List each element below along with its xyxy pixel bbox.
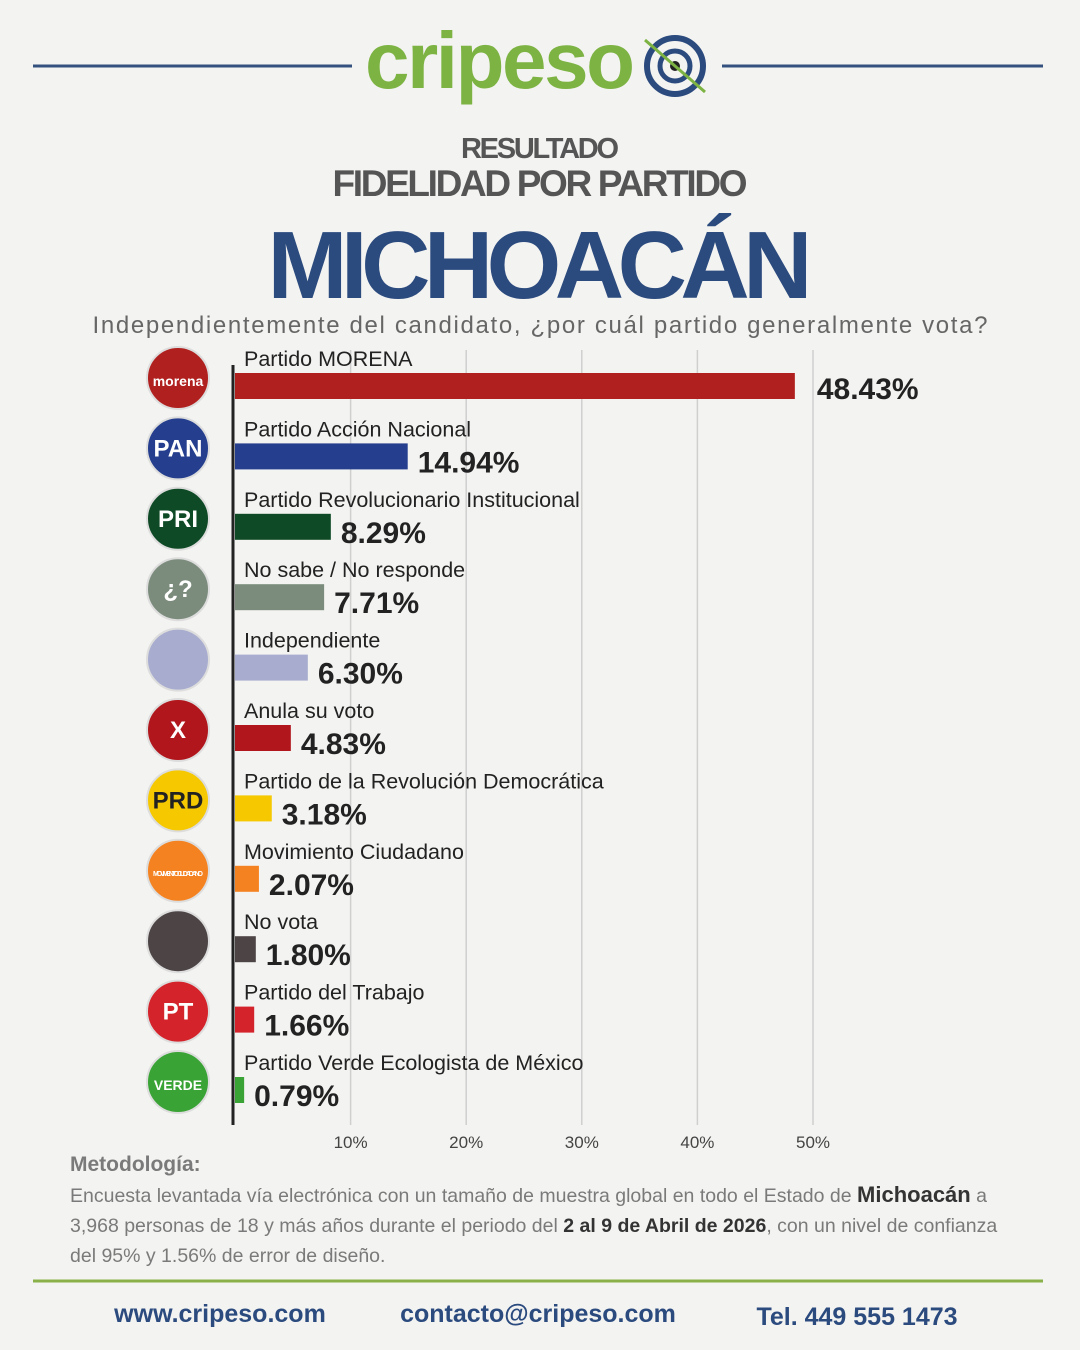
category-label: Anula su voto (244, 699, 374, 723)
logo-target (644, 35, 706, 97)
icon-label: PAN (154, 435, 203, 462)
value-label: 3.18% (282, 798, 367, 831)
value-label: 8.29% (341, 517, 426, 550)
icon-circle (146, 416, 210, 481)
bar (235, 513, 331, 540)
value-label: 14.94% (418, 446, 520, 479)
party-icon: PT (146, 979, 210, 1044)
party-icon: MOVIMIENTO CIUDADANO (146, 838, 210, 903)
subtitle: FIDELIDAD POR PARTIDO (333, 163, 748, 204)
bar (235, 654, 308, 681)
icon-label: PRI (158, 506, 198, 533)
category-label: No sabe / No responde (244, 558, 465, 582)
category-label: Movimiento Ciudadano (244, 840, 464, 864)
party-icon (146, 909, 210, 974)
icon-circle (146, 486, 210, 551)
methodology-text: Michoacán (857, 1182, 971, 1207)
value-label: 48.43% (817, 373, 919, 406)
bar (235, 865, 259, 892)
party-icon: PAN (146, 416, 210, 481)
icon-circle (146, 698, 210, 762)
methodology: Metodología: Encuesta levantada vía elec… (70, 1150, 1020, 1271)
icon-circle (146, 346, 210, 410)
value-label: 1.66% (264, 1010, 349, 1043)
bar (235, 795, 272, 822)
party-icon: PRD (146, 768, 210, 833)
value-label: 2.07% (269, 869, 354, 902)
methodology-text: , con un nivel de confianza del 95% y 1.… (70, 1215, 998, 1267)
value-label: 7.71% (334, 587, 419, 620)
icon-label: morena (153, 373, 204, 389)
bar (235, 373, 795, 399)
x-tick-label: 10% (334, 1133, 368, 1152)
icon-label: X (170, 717, 186, 744)
category-label: Partido MORENA (244, 347, 413, 371)
icon-label: PT (163, 999, 194, 1026)
category-label: Partido Acción Nacional (244, 417, 471, 441)
methodology-text: a 3,968 personas de 18 y más años durant… (70, 1185, 987, 1237)
party-icon: ¿? (146, 557, 210, 622)
party-icon: X (146, 698, 210, 762)
bar (235, 1006, 255, 1033)
bar (235, 936, 256, 963)
icon-circle (146, 838, 210, 903)
party-icon (146, 627, 210, 692)
x-tick-label: 30% (565, 1133, 599, 1152)
value-label: 1.80% (266, 939, 351, 972)
icon-label: MOVIMIENTO CIUDADANO (153, 871, 204, 878)
bar (235, 443, 408, 470)
methodology-text: 2 al 9 de Abril de 2026 (563, 1215, 767, 1237)
icon-circle (146, 768, 210, 833)
footer-email: contacto@cripeso.com (400, 1300, 676, 1328)
category-label: No vota (244, 910, 318, 934)
value-label: 0.79% (254, 1080, 339, 1113)
kicker: RESULTADO (461, 133, 619, 165)
question: Independientemente del candidato, ¿por c… (93, 312, 988, 339)
party-icon: morena (146, 346, 210, 410)
x-tick-label: 20% (449, 1133, 483, 1152)
methodology-title: Metodología: (70, 1153, 201, 1176)
title: MICHOACÁN (268, 212, 813, 319)
category-label: Partido Revolucionario Institucional (244, 488, 580, 512)
category-label: Independiente (244, 629, 380, 653)
party-icon: VERDE (146, 1050, 210, 1114)
bar (235, 725, 291, 751)
icon-circle (146, 627, 210, 692)
footer-web: www.cripeso.com (113, 1300, 326, 1328)
icon-label: PRD (153, 787, 204, 814)
icon-label: VERDE (154, 1077, 202, 1093)
value-label: 4.83% (301, 728, 386, 761)
icon-circle (146, 557, 210, 622)
category-label: Partido del Trabajo (244, 981, 425, 1005)
party-icon: PRI (146, 486, 210, 551)
category-label: Partido Verde Ecologista de México (244, 1051, 583, 1075)
bar (235, 1077, 245, 1103)
x-tick-label: 50% (796, 1133, 830, 1152)
icon-circle (146, 979, 210, 1044)
bar (235, 584, 325, 611)
methodology-text: Encuesta levantada vía electrónica con u… (70, 1185, 858, 1207)
value-label: 6.30% (318, 658, 403, 691)
icon-label: ¿? (163, 576, 192, 603)
icon-circle (146, 909, 210, 974)
x-tick-label: 40% (680, 1133, 714, 1152)
logo: cripeso (365, 16, 635, 105)
category-label: Partido de la Revolución Democrática (244, 769, 604, 793)
icon-circle (146, 1050, 210, 1114)
footer-phone: Tel. 449 555 1473 (756, 1303, 957, 1331)
